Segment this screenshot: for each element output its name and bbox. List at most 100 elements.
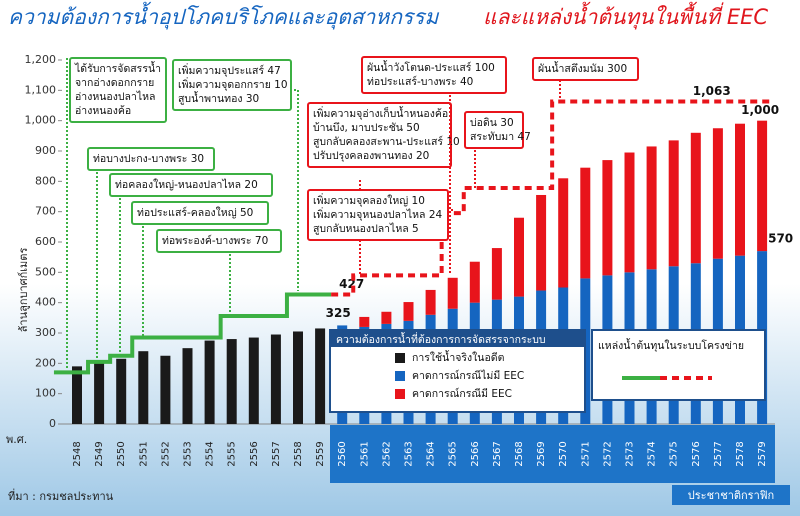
callout-text: เพิ่มความจุดอกกราย 10 (178, 77, 288, 91)
callout-text: เพิ่มความจุหนองปลาไหล 24 (313, 207, 443, 221)
callout-text: สูบกลับหนองปลาไหล 5 (313, 222, 419, 235)
total-label: 1,000 (741, 103, 779, 117)
bar (204, 340, 215, 424)
bar (403, 302, 414, 321)
bar (293, 331, 303, 424)
x-tick-label: 2551 (138, 441, 149, 466)
y-tick-label: 500 (35, 265, 56, 278)
legend-label: คาดการณ์กรณีไม่มี EEC (412, 369, 524, 382)
bar (712, 128, 723, 259)
callout-box (131, 201, 269, 225)
bar (315, 328, 326, 424)
x-tick-label: 2577 (713, 441, 724, 466)
bar (646, 146, 657, 270)
x-tick-label: 2565 (448, 441, 459, 466)
bar (602, 160, 613, 276)
callout-text: อ่างหนองปลาไหล (75, 90, 156, 103)
y-tick-label: 200 (35, 356, 56, 369)
bar (668, 140, 679, 267)
x-tick-label: 2569 (536, 441, 547, 466)
x-tick-label: 2571 (580, 441, 591, 466)
legend-label: คาดการณ์กรณีมี EEC (412, 387, 512, 400)
callout-text: สูบน้ำพานทอง 30 (178, 91, 259, 105)
x-tick-label: 2557 (271, 441, 282, 466)
callout-box (69, 57, 167, 123)
callout-text: บ่อดิน 30 (470, 117, 514, 129)
callout-text: ท่อคลองใหญ่-หนองปลาไหล 20 (115, 178, 258, 191)
callout-box (156, 229, 282, 253)
credit-badge (672, 485, 790, 505)
x-tick-label: 2574 (647, 441, 658, 466)
callout-box (464, 111, 524, 149)
legend-title: แหล่งน้ำต้นทุนในระบบโครงข่าย (598, 338, 744, 352)
supply-line (53, 292, 332, 375)
callout-text: ท่อประแสร์-บางพระ 40 (367, 75, 473, 88)
callout-text: เพิ่มความจุคลองใหญ่ 10 (313, 193, 425, 207)
callout-text: ได้รับการจัดสรรน้ำ (74, 61, 161, 75)
bar (735, 123, 745, 256)
bar (447, 277, 458, 309)
callout-box (361, 56, 507, 94)
x-tick-label: 2554 (205, 441, 216, 466)
callout-box (532, 57, 639, 81)
x-tick-label: 2558 (293, 441, 304, 466)
x-tick-label: 2564 (426, 441, 437, 466)
x-tick-label: 2548 (72, 441, 83, 466)
x-tick-label: 2559 (315, 441, 326, 466)
bar (690, 132, 701, 264)
y-tick-label: 100 (35, 387, 56, 400)
bar (757, 120, 768, 252)
bar (138, 351, 149, 424)
callout-box (109, 173, 273, 197)
forecast-band (330, 425, 775, 483)
y-tick-label: 0 (49, 417, 56, 430)
legend-box (591, 329, 766, 401)
bar (558, 178, 569, 288)
x-tick-label: 2553 (183, 441, 194, 466)
x-tick-label: 2570 (558, 441, 569, 466)
bar (491, 248, 502, 300)
bar (226, 339, 237, 424)
legend-title-bg (331, 331, 584, 347)
y-tick-label: 300 (35, 326, 56, 339)
callout-text: เพิ่มความจุประแสร์ 47 (178, 63, 281, 77)
x-tick-label: 2563 (404, 441, 415, 466)
callout-text: ผันน้ำสตึงมนัม 300 (538, 61, 627, 75)
callout-text: บ้านบึง, มาบประชัน 50 (313, 122, 420, 134)
legend-label: การใช้น้ำจริงในอดีต (412, 350, 505, 364)
callout-box (307, 189, 449, 241)
supply-label: 427 (339, 277, 364, 291)
y-tick-label: 1,100 (25, 83, 57, 96)
x-tick-label: 2573 (625, 441, 636, 466)
callout-text: ท่อพระองค์-บางพระ 70 (162, 234, 268, 247)
x-tick-label: 2550 (116, 441, 127, 466)
x-tick-label: 2572 (602, 441, 613, 466)
y-tick-label: 1,200 (25, 53, 57, 66)
x-tick-label: 2549 (94, 441, 105, 466)
callout-text: เพิ่มความจุอ่างเก็บน้ำหนองค้อ (313, 106, 448, 120)
callout-connector (290, 89, 299, 291)
y-tick-label: 900 (35, 144, 56, 157)
legend-swatch (395, 353, 405, 363)
bar (270, 334, 281, 424)
supply-label: 1,063 (693, 84, 731, 98)
callout-text: สระทับมา 47 (470, 131, 531, 143)
bar (248, 337, 259, 424)
y-tick-label: 700 (35, 205, 56, 218)
bar (469, 261, 480, 303)
y-axis-label: ล้านลูกบาศก์เมตร (17, 248, 30, 333)
callout-text: ผันน้ำวังโตนด-ประแสร์ 100 (367, 60, 495, 74)
legend-swatch (395, 371, 405, 381)
bar (580, 167, 591, 279)
x-tick-label: 2575 (669, 441, 680, 466)
x-tick-label: 2555 (227, 441, 238, 466)
x-tick-label: 2556 (249, 441, 260, 466)
bar (359, 316, 370, 327)
supply-line (331, 99, 774, 297)
x-axis-label: พ.ศ. (6, 433, 27, 446)
x-tick-label: 2561 (359, 441, 370, 466)
callout-text: ท่อประแสร์-คลองใหญ่ 50 (137, 206, 253, 219)
bar (536, 194, 547, 291)
callout-text: ท่อบางปะกง-บางพระ 30 (93, 153, 204, 165)
y-tick-label: 600 (35, 235, 56, 248)
